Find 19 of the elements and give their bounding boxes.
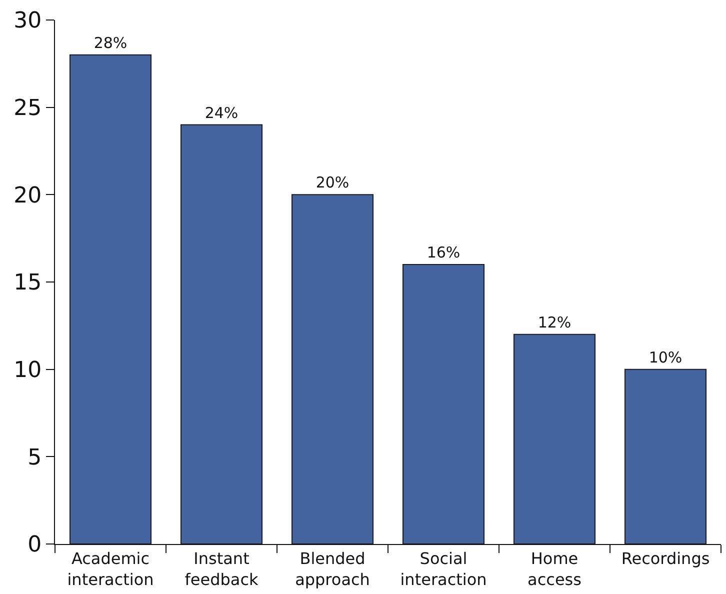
data-label: 24% (204, 104, 238, 122)
y-tick-label: 5 (28, 445, 42, 470)
x-tick-label: Home access (528, 549, 582, 589)
x-tick-label: Instant feedback (184, 549, 259, 589)
x-tick-label: Recordings (621, 549, 710, 568)
x-tick-label: Social interaction (400, 549, 487, 589)
y-tick-label: 30 (14, 8, 42, 34)
y-tick-label: 10 (14, 358, 42, 384)
y-tick-label: 0 (28, 532, 42, 558)
data-label: 20% (316, 174, 350, 192)
data-label: 28% (94, 34, 128, 52)
y-tick-label: 25 (14, 96, 42, 122)
x-tick-label: Academic interaction (67, 549, 154, 589)
y-tick-label: 15 (14, 270, 42, 296)
x-tick-label: Blended approach (295, 549, 370, 589)
data-label: 12% (538, 313, 572, 332)
data-label: 10% (648, 348, 682, 366)
y-tick-label: 20 (14, 183, 42, 208)
data-label: 16% (426, 244, 460, 262)
